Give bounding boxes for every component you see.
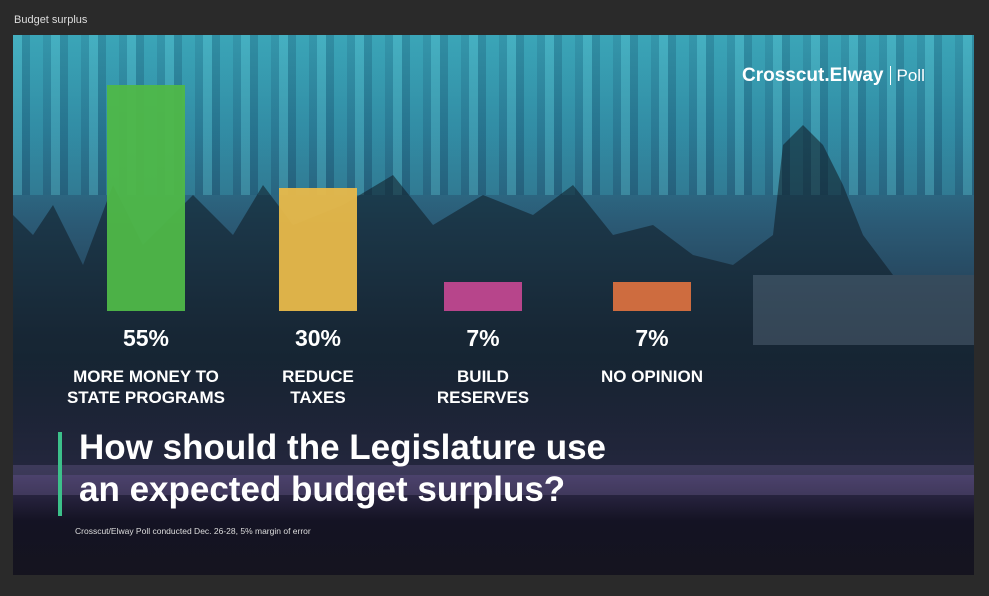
window-title: Budget surplus — [14, 14, 88, 26]
logo: Crosscut.Elway Poll — [742, 65, 925, 87]
chart-title: an expected budget surplus? — [79, 470, 566, 509]
bar — [444, 282, 522, 311]
category-label: REDUCE TAXES — [218, 366, 418, 408]
category-line: MORE MONEY TO — [73, 367, 219, 386]
category-line: BUILD — [457, 367, 509, 386]
category-line: STATE PROGRAMS — [66, 388, 226, 407]
bar — [279, 187, 357, 311]
category-line: RESERVES — [436, 388, 530, 407]
value-label: 30% — [294, 325, 342, 351]
title-accent — [58, 432, 62, 516]
value-label: 7% — [635, 325, 669, 351]
footnote: Crosscut/Elway Poll conducted Dec. 26-28… — [75, 526, 311, 536]
category-line: REDUCE — [282, 367, 354, 386]
category-label: BUILD RESERVES — [383, 366, 583, 408]
bar — [107, 85, 185, 311]
value-label: 7% — [466, 325, 500, 351]
bar — [613, 282, 691, 311]
category-label: NO OPINION — [552, 366, 752, 387]
value-label: 55% — [122, 325, 170, 351]
category-line: NO OPINION — [600, 367, 703, 386]
logo-product: Poll — [889, 66, 925, 85]
category-line: TAXES — [290, 388, 346, 407]
logo-brand: Crosscut.Elway — [742, 65, 884, 86]
chart-title: How should the Legislature use — [79, 428, 607, 467]
category-label: MORE MONEY TO STATE PROGRAMS — [46, 366, 246, 408]
